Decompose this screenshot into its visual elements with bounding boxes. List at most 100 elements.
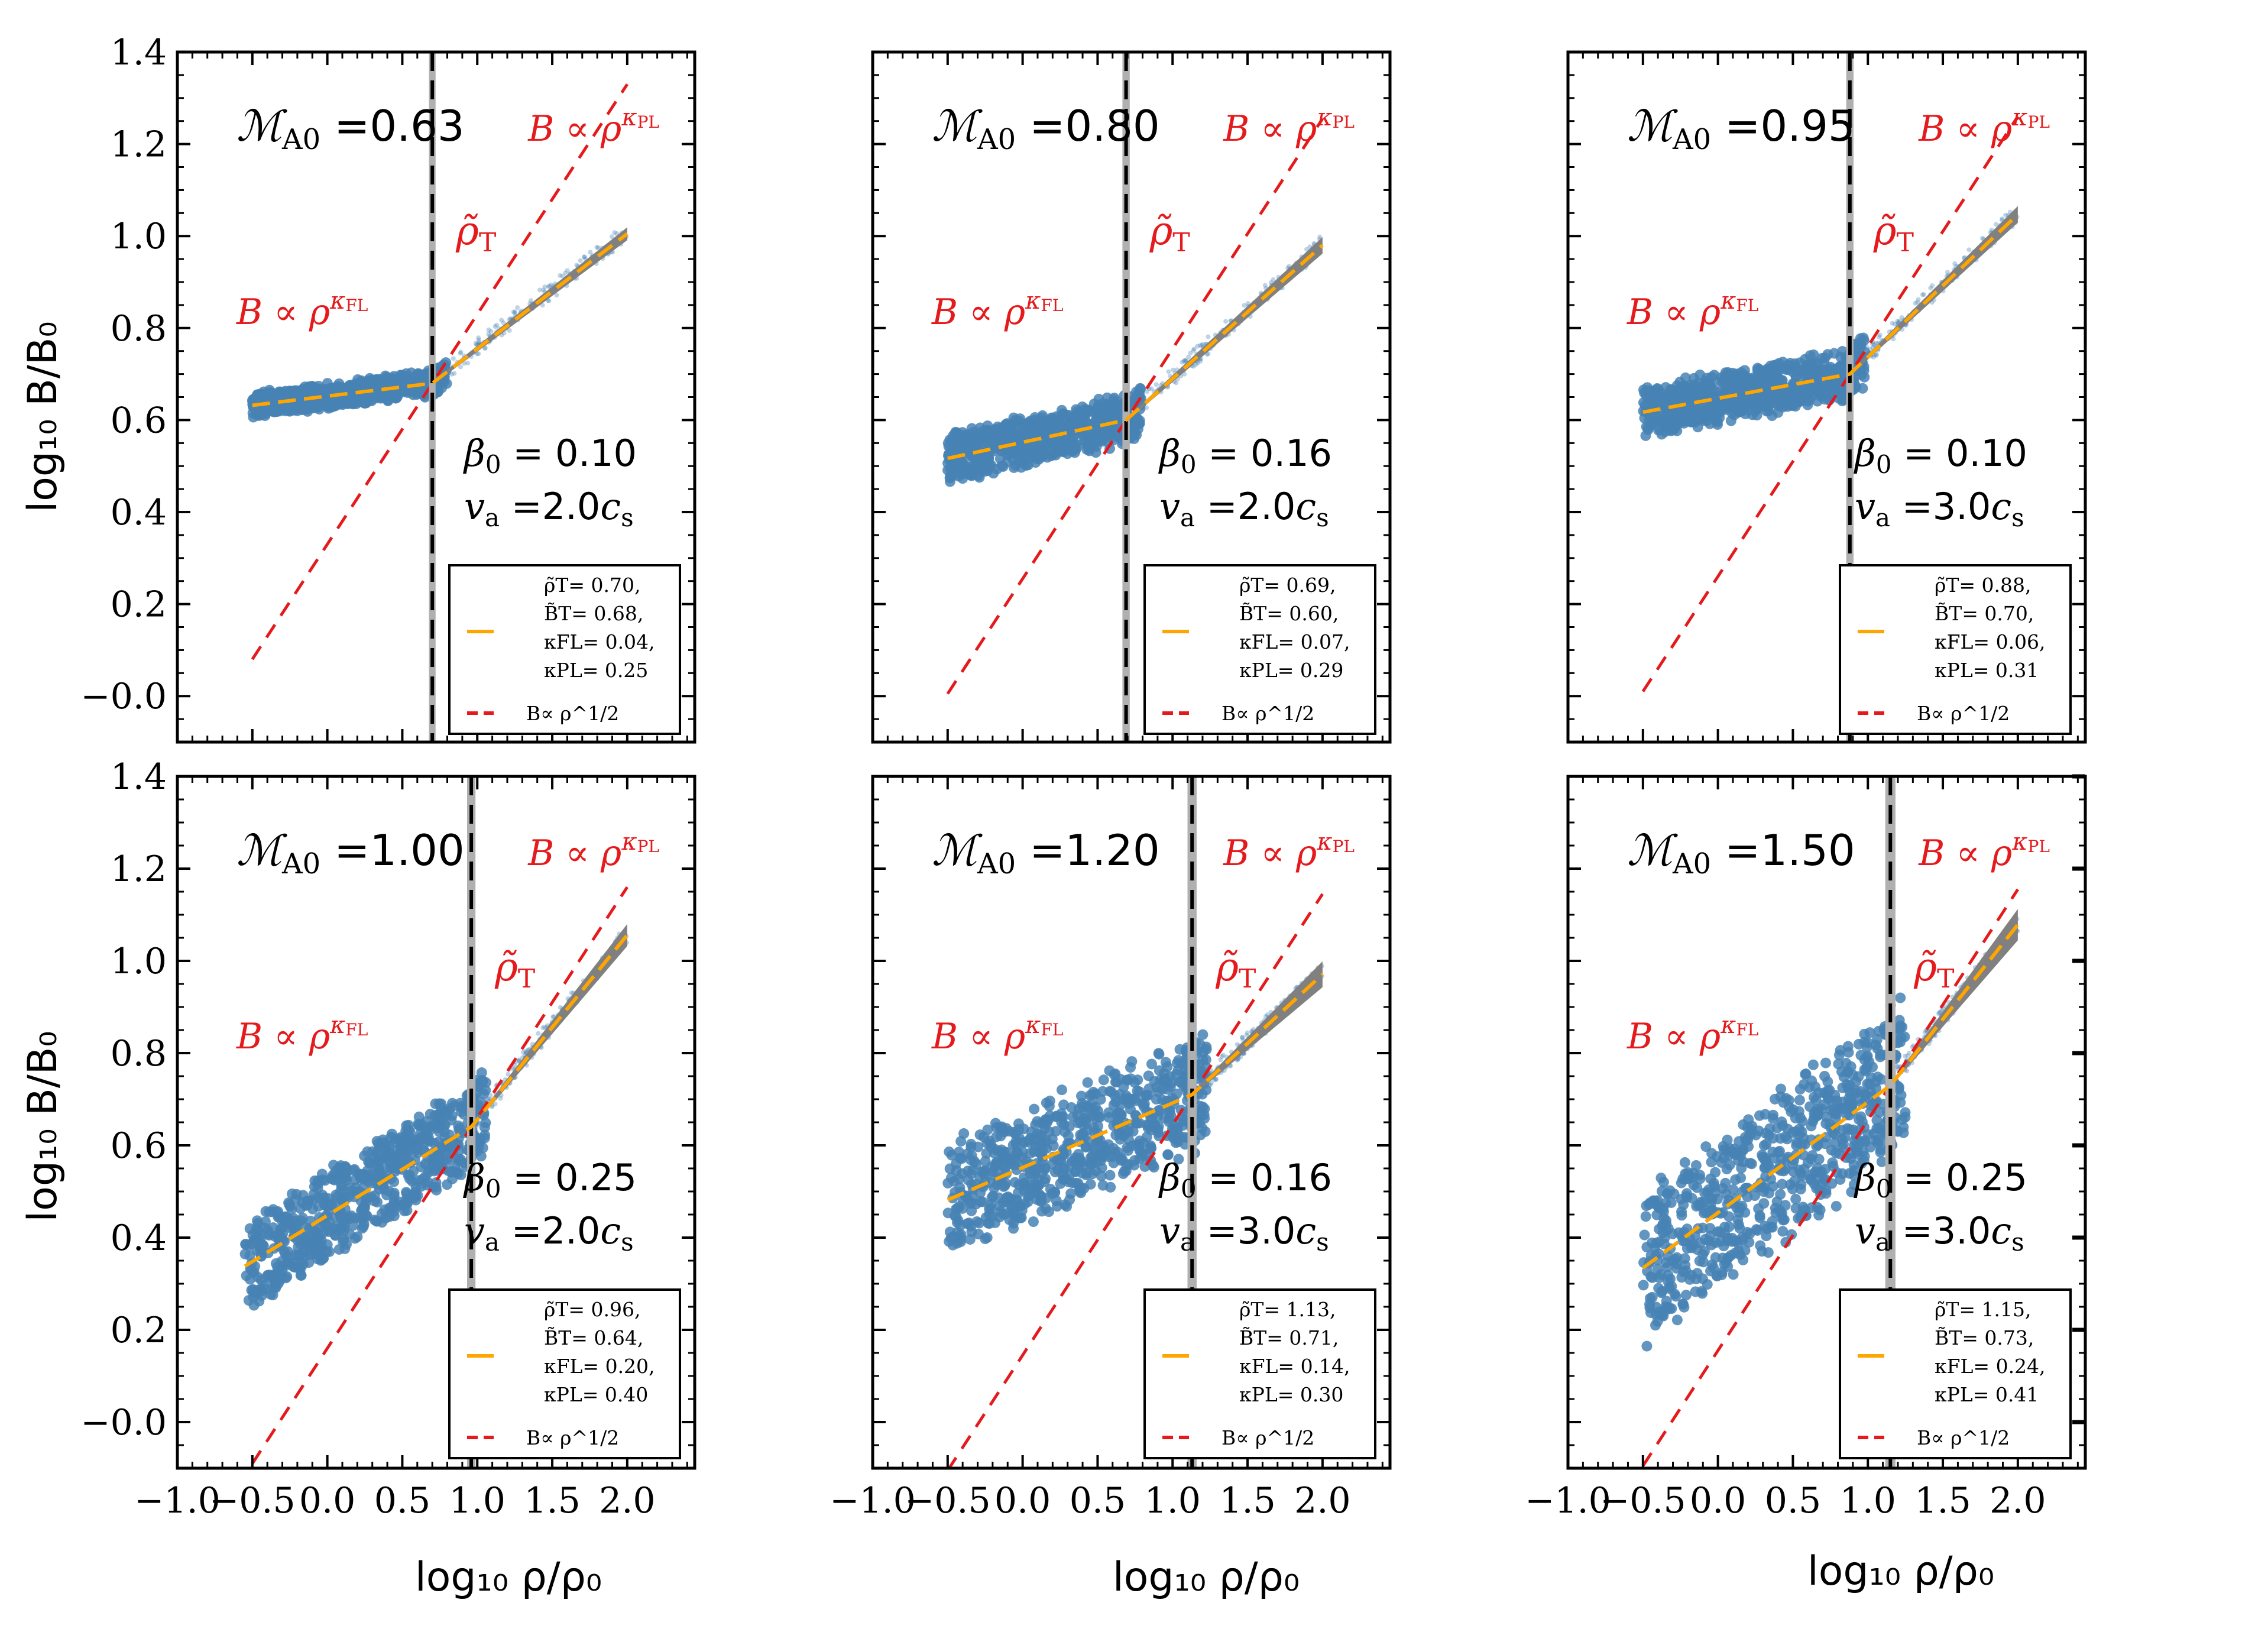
scatter-point-sparse bbox=[558, 273, 563, 278]
scatter-point bbox=[324, 383, 335, 394]
scatter-point bbox=[1011, 1164, 1022, 1176]
scatter-point bbox=[1052, 1201, 1063, 1212]
scatter-point bbox=[1172, 1136, 1184, 1148]
scatter-point bbox=[1677, 381, 1689, 393]
scatter-point bbox=[329, 1174, 340, 1186]
scatter-point-sparse bbox=[1145, 389, 1150, 394]
legend-frame bbox=[1839, 564, 2072, 735]
y-tick-label: −0.0 bbox=[80, 676, 167, 717]
scatter-point bbox=[992, 442, 1003, 453]
scatter-point-sparse bbox=[2000, 216, 2005, 222]
y-tick-label: 0.8 bbox=[111, 308, 167, 349]
panel-2: ℳA0 =0.80 B ∝ ρκFL B ∝ ρκPL ρ̃T β0 = 0.16 va … bbox=[871, 50, 1392, 744]
scatter-point bbox=[433, 1126, 445, 1137]
x-axis-label-right: log₁₀ ρ/ρ₀ bbox=[1807, 1548, 1994, 1595]
scatter-point bbox=[349, 1212, 361, 1223]
scatter-point bbox=[358, 1174, 369, 1185]
scatter-point bbox=[984, 1203, 995, 1215]
scatter-point bbox=[1110, 1068, 1121, 1080]
scatter-point-sparse bbox=[1198, 358, 1203, 364]
scatter-point-sparse bbox=[1239, 1035, 1245, 1040]
scatter-point bbox=[1194, 1038, 1206, 1050]
mach-label: ℳA0 =0.95 bbox=[1627, 101, 1855, 156]
scatter-point bbox=[290, 385, 302, 396]
scatter-point bbox=[1734, 384, 1745, 396]
scatter-point bbox=[283, 1197, 294, 1209]
scatter-point bbox=[400, 1125, 412, 1136]
scatter-point bbox=[993, 1192, 1005, 1203]
scatter-point-sparse bbox=[554, 293, 559, 298]
scatter-point bbox=[1010, 1129, 1021, 1140]
scatter-point bbox=[1042, 438, 1053, 449]
scatter-point bbox=[1692, 422, 1703, 433]
scatter-point bbox=[1081, 444, 1093, 455]
scatter-point bbox=[1739, 365, 1750, 376]
scatter-point-sparse bbox=[451, 356, 456, 361]
scatter-point-sparse bbox=[488, 1093, 493, 1098]
scatter-point-sparse bbox=[511, 309, 516, 315]
scatter-point bbox=[1719, 374, 1730, 385]
scatter-point-sparse bbox=[1193, 362, 1198, 367]
scatter-point bbox=[984, 1177, 995, 1189]
scatter-point bbox=[454, 1123, 465, 1134]
scatter-point bbox=[1058, 1119, 1070, 1130]
scatter-point-sparse bbox=[1915, 300, 1920, 305]
scatter-point-sparse bbox=[1195, 344, 1200, 349]
scatter-point-sparse bbox=[1895, 319, 1900, 324]
scatter-point bbox=[982, 1124, 993, 1135]
scatter-point-sparse bbox=[439, 380, 444, 385]
scatter-point bbox=[1029, 415, 1041, 426]
scatter-point bbox=[1023, 1190, 1035, 1202]
scatter-point-sparse bbox=[498, 1096, 503, 1101]
scatter-point-sparse bbox=[438, 378, 443, 384]
scatter-point-sparse bbox=[1874, 353, 1879, 358]
scatter-point-sparse bbox=[442, 376, 448, 381]
scatter-point bbox=[276, 1256, 287, 1267]
scatter-point bbox=[1162, 1149, 1174, 1160]
scatter-point bbox=[1010, 1155, 1022, 1166]
scatter-point-sparse bbox=[476, 335, 481, 341]
scatter-point bbox=[1801, 385, 1812, 396]
scatter-point bbox=[1056, 1084, 1067, 1096]
scatter-point bbox=[1016, 462, 1027, 473]
scatter-point bbox=[1709, 370, 1720, 381]
scatter-point bbox=[1747, 409, 1758, 420]
scatter-point bbox=[1109, 1147, 1120, 1158]
scatter-point bbox=[1712, 419, 1723, 430]
scatter-point-sparse bbox=[1199, 342, 1204, 348]
y-tick-label: 0.2 bbox=[111, 1310, 167, 1351]
scatter-point-sparse bbox=[1182, 358, 1187, 363]
scatter-point bbox=[955, 1220, 966, 1231]
scatter-point bbox=[955, 1136, 967, 1147]
legend-fit-entry: ρ̃T= 0.88, bbox=[1935, 574, 2032, 597]
scatter-point-sparse bbox=[558, 1005, 563, 1010]
x-axis-label-left: log₁₀ ρ/ρ₀ bbox=[415, 1554, 602, 1601]
scatter-point bbox=[1125, 1062, 1136, 1073]
scatter-point-sparse bbox=[485, 1096, 491, 1102]
fit-line bbox=[947, 973, 1324, 1202]
scatter-point bbox=[1012, 1187, 1023, 1199]
scatter-point bbox=[264, 1272, 275, 1284]
scatter-point-sparse bbox=[521, 1050, 526, 1055]
scatter-point bbox=[241, 1270, 252, 1281]
legend: ρ̃T= 0.88, B̃T= 0.70, κFL= 0.06, κPL= 0.31 B… bbox=[1839, 564, 2072, 735]
scatter-point bbox=[451, 1166, 462, 1177]
y-tick-label: 1.0 bbox=[111, 216, 167, 257]
x-axis-label-middle: log₁₀ ρ/ρ₀ bbox=[1113, 1554, 1300, 1601]
y-tick-label: 0.6 bbox=[111, 400, 167, 441]
scatter-point-sparse bbox=[486, 327, 491, 332]
scatter-point bbox=[1043, 1206, 1054, 1217]
scatter-point bbox=[1007, 1139, 1019, 1151]
scatter-point-sparse bbox=[465, 361, 471, 366]
scatter-point bbox=[1153, 1121, 1164, 1132]
scatter-point bbox=[1013, 1118, 1024, 1129]
scatter-point-sparse bbox=[1317, 234, 1323, 239]
scatter-point bbox=[1137, 1150, 1148, 1161]
scatter-point-sparse bbox=[1899, 315, 1904, 320]
scatter-point bbox=[964, 1233, 976, 1245]
y-tick-label: 0.2 bbox=[111, 584, 167, 626]
scatter-point bbox=[979, 462, 990, 474]
scatter-point bbox=[1062, 444, 1073, 455]
scatter-point bbox=[1097, 432, 1108, 443]
scatter-point-sparse bbox=[1874, 341, 1879, 346]
